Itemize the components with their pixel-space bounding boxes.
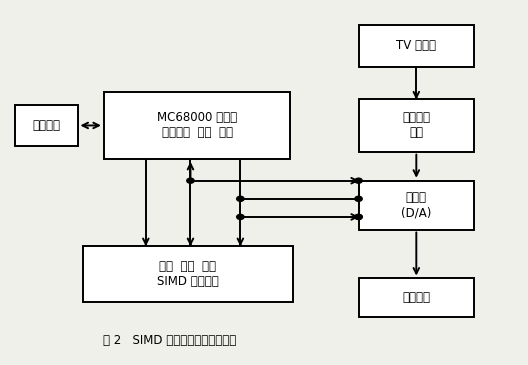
Bar (359, 25, 474, 66)
Text: MC68000 控制器
中断控制  地址  数据: MC68000 控制器 中断控制 地址 数据 (157, 111, 237, 139)
Bar (359, 99, 474, 152)
Circle shape (237, 214, 244, 219)
Text: 控制  地址  数据
SIMD 多处理器: 控制 地址 数据 SIMD 多处理器 (157, 260, 219, 288)
Circle shape (355, 214, 362, 219)
Circle shape (355, 196, 362, 201)
Circle shape (187, 178, 194, 183)
Bar (359, 278, 474, 316)
Text: 视频输出: 视频输出 (402, 291, 430, 304)
Bar (14, 105, 78, 146)
Text: 帧显示
(D/A): 帧显示 (D/A) (401, 191, 431, 219)
Bar (359, 181, 474, 230)
Text: 主计算机: 主计算机 (32, 119, 60, 132)
Text: 帧接收器
时序: 帧接收器 时序 (402, 111, 430, 139)
Bar (83, 246, 293, 302)
Text: 图 2   SIMD 并行处理器图像处理系: 图 2 SIMD 并行处理器图像处理系 (103, 334, 236, 347)
Circle shape (237, 196, 244, 201)
Circle shape (355, 178, 362, 183)
Text: TV 接收器: TV 接收器 (397, 39, 436, 52)
Circle shape (355, 214, 362, 219)
Bar (104, 92, 290, 159)
